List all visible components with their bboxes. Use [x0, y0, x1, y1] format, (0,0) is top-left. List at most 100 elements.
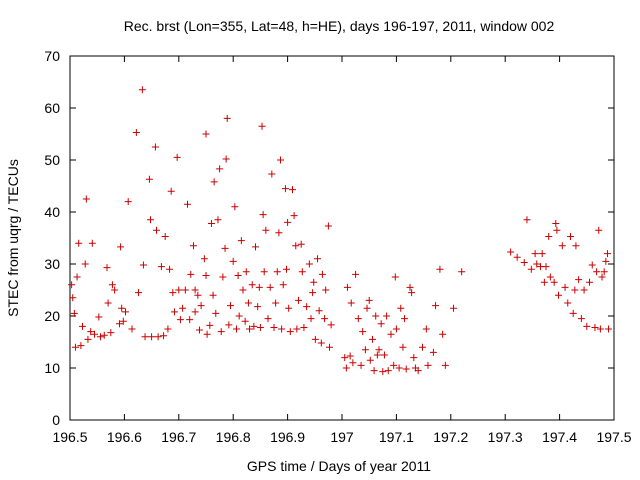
data-point — [111, 286, 119, 294]
data-point — [566, 232, 574, 240]
data-point — [104, 299, 112, 307]
data-point — [124, 198, 132, 206]
data-point — [533, 260, 541, 268]
data-point — [550, 278, 558, 286]
data-point — [354, 315, 362, 323]
chart-title: Rec. brst (Lon=355, Lat=48, h=HE), days … — [124, 18, 555, 34]
data-point — [577, 315, 585, 323]
data-point — [318, 270, 326, 278]
data-point — [432, 302, 440, 310]
data-point — [288, 186, 296, 194]
data-point — [561, 283, 569, 291]
data-point — [77, 342, 85, 350]
data-point — [586, 278, 594, 286]
data-point — [605, 325, 613, 333]
data-point — [303, 303, 311, 311]
data-point — [84, 335, 92, 343]
data-point — [310, 278, 318, 286]
data-point — [359, 328, 367, 336]
data-point — [375, 346, 383, 354]
data-point — [264, 315, 272, 323]
data-point — [212, 309, 220, 317]
data-point — [538, 250, 546, 258]
data-point — [258, 122, 266, 130]
data-point — [232, 325, 240, 333]
data-point — [357, 361, 365, 369]
data-point — [119, 317, 127, 325]
data-point — [284, 218, 292, 226]
data-point — [241, 317, 249, 325]
data-point — [424, 361, 432, 369]
data-point — [379, 368, 387, 376]
data-point — [602, 257, 610, 265]
data-point — [167, 187, 175, 195]
data-point — [395, 364, 403, 372]
data-point — [368, 335, 376, 343]
data-point — [564, 299, 572, 307]
x-tick-label: 196.8 — [216, 429, 251, 445]
data-point — [571, 286, 579, 294]
data-point — [272, 299, 280, 307]
y-tick-label: 20 — [44, 308, 60, 324]
data-point — [298, 268, 306, 276]
data-point — [186, 316, 194, 324]
data-point — [314, 255, 322, 263]
data-point — [450, 304, 458, 312]
data-point — [346, 352, 354, 360]
data-point — [268, 170, 276, 178]
data-point — [184, 200, 192, 208]
data-point — [286, 328, 294, 336]
data-point — [593, 268, 601, 276]
data-point — [327, 321, 335, 329]
data-point — [275, 229, 283, 237]
data-point — [118, 304, 126, 312]
data-point — [181, 286, 189, 294]
data-point — [293, 325, 301, 333]
data-point — [195, 326, 203, 334]
data-point — [152, 226, 160, 234]
data-point — [141, 333, 149, 341]
data-point — [148, 333, 156, 341]
data-point — [542, 263, 550, 271]
data-point — [279, 281, 287, 289]
data-point — [207, 219, 215, 227]
data-point — [237, 237, 245, 245]
x-axis: 196.5 196.6 196.7 196.8 196.9 197 197.1 197.2 19… — [52, 56, 632, 445]
data-point — [588, 261, 596, 269]
x-tick-label: 197.4 — [542, 429, 577, 445]
data-point — [558, 242, 566, 250]
data-point — [191, 286, 199, 294]
data-point — [361, 346, 369, 354]
data-point — [458, 268, 466, 276]
data-point — [311, 335, 319, 343]
data-point — [273, 268, 281, 276]
data-point — [292, 242, 300, 250]
data-point — [270, 323, 278, 331]
data-point — [221, 244, 229, 252]
data-point — [390, 361, 398, 369]
data-point — [170, 308, 178, 316]
data-point — [239, 286, 247, 294]
data-point — [603, 250, 611, 258]
data-point — [377, 320, 385, 328]
data-point — [222, 155, 230, 163]
data-point — [580, 286, 588, 294]
data-point — [315, 307, 323, 315]
data-point — [392, 325, 400, 333]
data-point — [553, 226, 561, 234]
data-point — [598, 273, 606, 281]
x-tick-label: 197.1 — [379, 429, 414, 445]
data-point — [103, 264, 111, 272]
data-point — [75, 239, 83, 247]
data-point — [321, 315, 329, 323]
data-point — [206, 321, 214, 329]
y-tick-label: 40 — [44, 204, 60, 220]
data-point — [408, 289, 416, 297]
data-point — [278, 325, 286, 333]
data-point — [229, 257, 237, 265]
data-point — [305, 260, 313, 268]
data-point — [135, 289, 143, 297]
data-point — [352, 270, 360, 278]
x-tick-label: 196.5 — [52, 429, 87, 445]
data-point — [372, 312, 380, 320]
